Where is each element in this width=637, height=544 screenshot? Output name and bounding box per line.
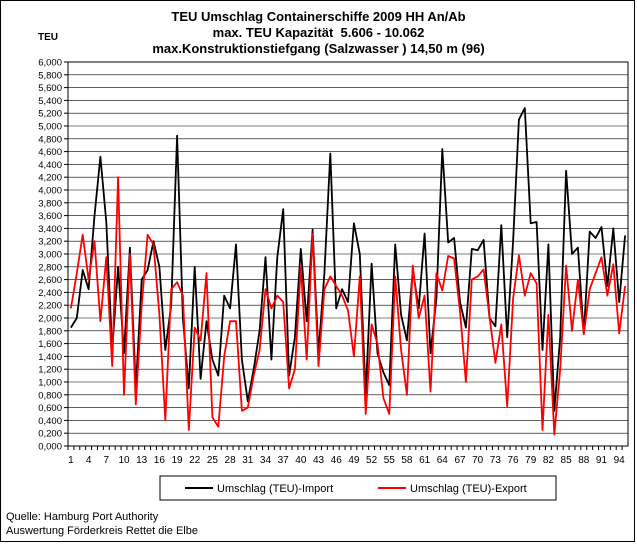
y-tick-label: 4,800	[38, 134, 62, 145]
x-tick-label: 79	[525, 455, 537, 466]
y-tick-label: 3,800	[38, 198, 62, 209]
y-tick-label: 1,800	[38, 326, 62, 337]
x-tick-label: 49	[348, 455, 360, 466]
x-tick-label: 31	[242, 455, 254, 466]
x-tick-label: 46	[331, 455, 343, 466]
y-tick-label: 4,400	[38, 160, 62, 171]
x-tick-label: 22	[189, 455, 201, 466]
source-line-2: Auswertung Förderkreis Rettet die Elbe	[6, 525, 198, 537]
y-tick-label: 0,200	[38, 429, 62, 440]
y-tick-label: 5,400	[38, 96, 62, 107]
x-tick-label: 1	[68, 455, 74, 466]
y-tick-label: 5,000	[38, 122, 62, 133]
x-tick-label: 52	[366, 455, 378, 466]
y-tick-label: 3,400	[38, 224, 62, 235]
x-tick-label: 70	[472, 455, 484, 466]
x-tick-label: 82	[543, 455, 555, 466]
y-tick-label: 1,400	[38, 352, 62, 363]
y-tick-label: 5,600	[38, 83, 62, 94]
y-tick-label: 3,200	[38, 237, 62, 248]
x-tick-label: 25	[207, 455, 219, 466]
x-tick-label: 19	[171, 455, 183, 466]
y-tick-label: 0,400	[38, 416, 62, 427]
x-tick-label: 37	[278, 455, 290, 466]
x-tick-label: 58	[401, 455, 413, 466]
y-tick-label: 4,000	[38, 186, 62, 197]
x-tick-label: 61	[419, 455, 431, 466]
y-tick-label: 5,200	[38, 109, 62, 120]
x-tick-label: 34	[260, 455, 272, 466]
chart-subtitle-2: max.Konstruktionstiefgang (Salzwasser ) …	[152, 41, 485, 56]
x-tick-label: 64	[437, 455, 449, 466]
x-tick-label: 4	[86, 455, 92, 466]
legend	[159, 475, 557, 501]
x-tick-label: 10	[118, 455, 130, 466]
x-tick-label: 94	[614, 455, 626, 466]
y-tick-label: 3,600	[38, 211, 62, 222]
x-tick-label: 76	[507, 455, 519, 466]
y-tick-label: 0,600	[38, 403, 62, 414]
chart-title: TEU Umschlag Containerschiffe 2009 HH An…	[171, 9, 466, 24]
x-tick-label: 67	[454, 455, 466, 466]
y-tick-label: 0,800	[38, 390, 62, 401]
y-tick-label: 5,800	[38, 70, 62, 81]
y-tick-label: 3,000	[38, 250, 62, 261]
y-tick-label: 2,800	[38, 262, 62, 273]
legend-label-export: Umschlag (TEU)-Export	[410, 483, 527, 495]
chart-subtitle-1: max. TEU Kapazität 5.606 - 10.062	[212, 25, 425, 40]
x-tick-label: 13	[136, 455, 148, 466]
x-tick-label: 43	[313, 455, 325, 466]
y-tick-label: 2,400	[38, 288, 62, 299]
source-line-1: Quelle: Hamburg Port Authority	[6, 511, 159, 523]
x-tick-label: 73	[490, 455, 502, 466]
x-tick-label: 85	[561, 455, 573, 466]
y-tick-label: 6,000	[38, 58, 62, 69]
y-tick-label: 1,200	[38, 365, 62, 376]
x-tick-label: 55	[384, 455, 396, 466]
x-tick-label: 88	[578, 455, 590, 466]
y-tick-label: 1,000	[38, 378, 62, 389]
x-tick-label: 7	[104, 455, 110, 466]
x-tick-label: 40	[295, 455, 307, 466]
series-line-export	[70, 176, 626, 436]
x-tick-label: 91	[596, 455, 608, 466]
y-tick-label: 2,000	[38, 314, 62, 325]
x-tick-label: 28	[225, 455, 237, 466]
y-tick-label: 4,200	[38, 173, 62, 184]
y-tick-label: 4,600	[38, 147, 62, 158]
series-line-import	[70, 107, 626, 412]
legend-label-import: Umschlag (TEU)-Import	[217, 483, 333, 495]
y-tick-label: 0,000	[38, 442, 62, 453]
y-axis-label: TEU	[38, 32, 58, 43]
plot-area	[67, 61, 629, 447]
y-tick-label: 2,200	[38, 301, 62, 312]
x-tick-label: 16	[154, 455, 166, 466]
y-tick-label: 2,600	[38, 275, 62, 286]
y-tick-label: 1,600	[38, 339, 62, 350]
